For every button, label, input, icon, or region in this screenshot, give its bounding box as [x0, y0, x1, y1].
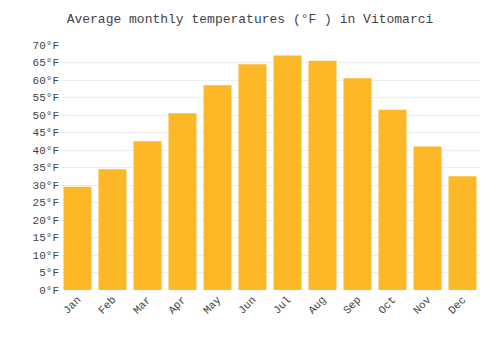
svg-text:5°F: 5°F: [39, 267, 59, 279]
svg-text:Mar: Mar: [131, 294, 153, 316]
svg-text:25°F: 25°F: [33, 197, 59, 209]
svg-text:60°F: 60°F: [33, 75, 59, 87]
svg-text:55°F: 55°F: [33, 92, 59, 104]
svg-text:30°F: 30°F: [33, 180, 59, 192]
svg-text:10°F: 10°F: [33, 250, 59, 262]
svg-text:0°F: 0°F: [39, 285, 59, 297]
svg-text:Dec: Dec: [446, 294, 468, 316]
svg-text:May: May: [201, 294, 224, 317]
svg-text:50°F: 50°F: [33, 110, 59, 122]
svg-text:Average monthly temperatures (: Average monthly temperatures (°F ) in Vi…: [67, 12, 434, 27]
svg-text:Sep: Sep: [341, 294, 363, 316]
svg-text:70°F: 70°F: [33, 40, 59, 52]
svg-text:Nov: Nov: [411, 294, 434, 317]
svg-text:Oct: Oct: [376, 294, 398, 316]
svg-text:Jun: Jun: [236, 294, 258, 316]
svg-text:Jan: Jan: [61, 294, 83, 316]
svg-text:35°F: 35°F: [33, 162, 59, 174]
svg-text:Aug: Aug: [306, 294, 328, 316]
svg-text:Jul: Jul: [271, 294, 293, 316]
svg-text:65°F: 65°F: [33, 57, 59, 69]
svg-text:40°F: 40°F: [33, 145, 59, 157]
svg-text:15°F: 15°F: [33, 232, 59, 244]
svg-text:Feb: Feb: [96, 294, 118, 316]
svg-text:20°F: 20°F: [33, 215, 59, 227]
svg-text:Apr: Apr: [166, 294, 188, 316]
svg-text:45°F: 45°F: [33, 127, 59, 139]
